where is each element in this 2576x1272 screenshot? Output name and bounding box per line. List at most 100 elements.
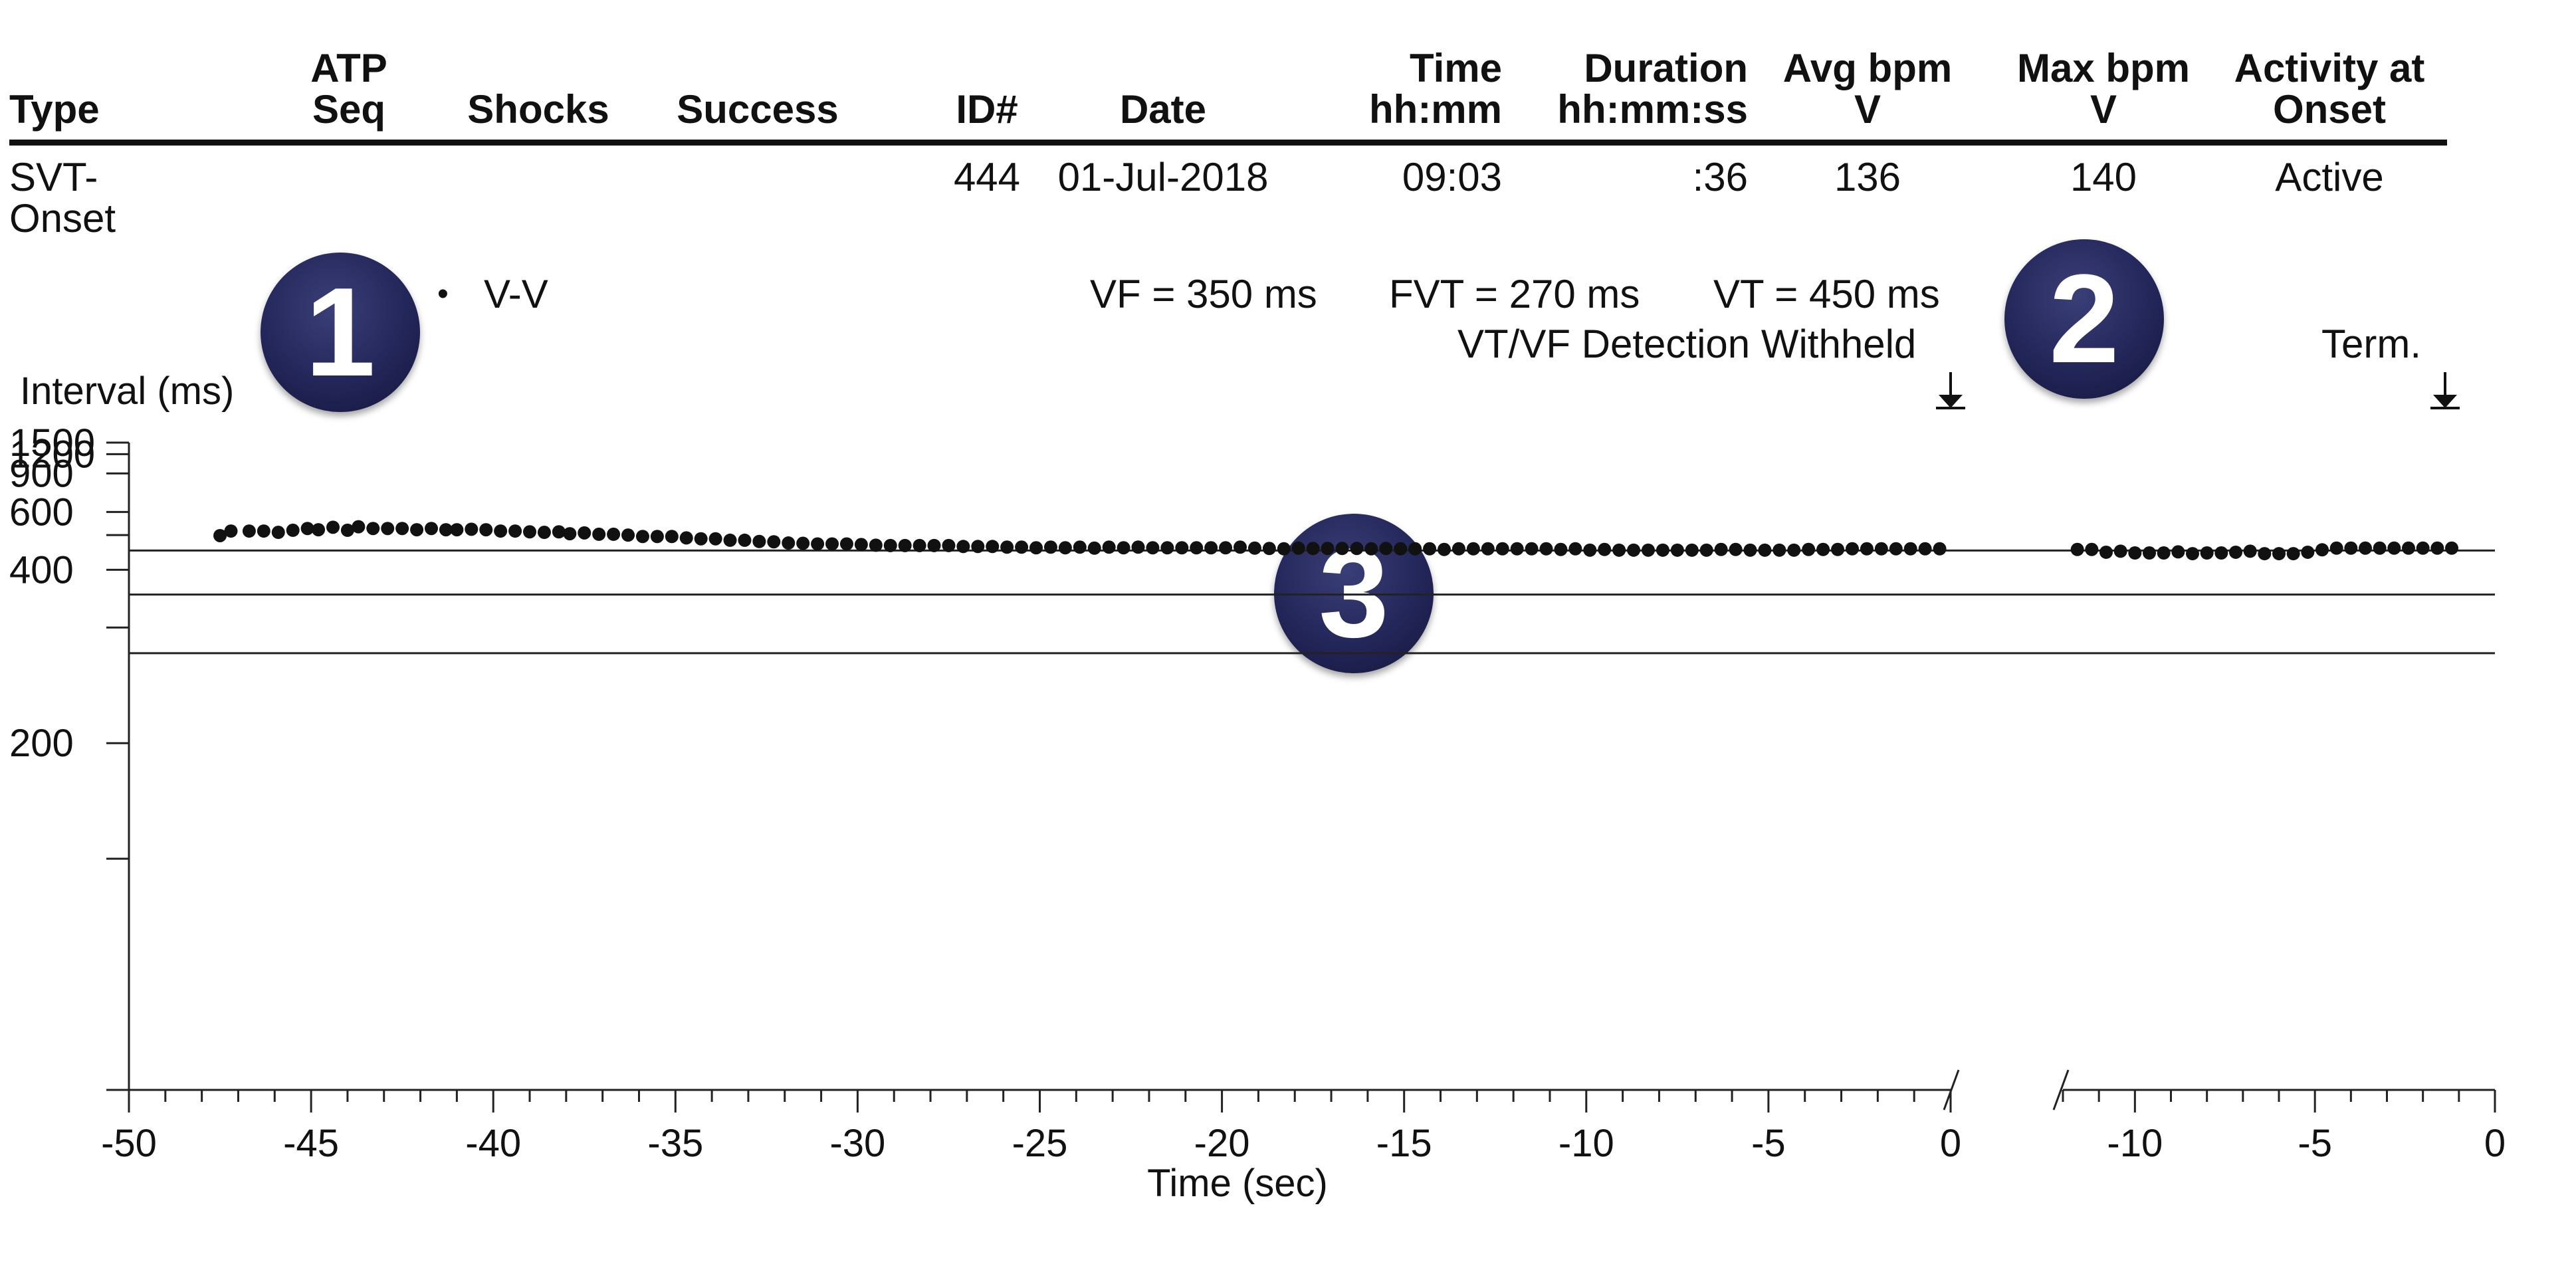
data-point [1029,541,1043,555]
data-point [839,537,853,551]
data-point [326,520,340,534]
data-point [1641,543,1655,557]
data-point [1204,541,1218,555]
column-header-line2: Type [9,87,100,132]
data-point [607,527,621,541]
data-point [1131,540,1145,554]
x-tick-label: -45 [283,1122,339,1165]
x-tick-label: -30 [829,1122,885,1165]
data-point [1670,543,1684,557]
y-tick-label: 200 [9,722,74,765]
data-point [1481,542,1495,556]
data-point [1451,542,1465,556]
cell-date: 01-Jul-2018 [1057,155,1269,199]
data-point [1583,543,1597,557]
y-tick-label: 900 [9,452,74,495]
data-point [1306,542,1320,556]
y-tick-label: 400 [9,548,74,591]
data-point [2070,542,2084,556]
data-point [1568,542,1582,556]
data-point [1321,542,1335,556]
data-point [2286,547,2300,561]
data-point [723,533,737,547]
data-point [1190,541,1204,555]
data-point [1379,542,1393,556]
data-point [825,537,839,551]
data-point [312,523,326,537]
x-axis-label: Time (sec) [1147,1162,1328,1205]
column-header-line2: Date [1119,87,1207,132]
data-point [1831,542,1845,556]
column-header-max: Max bpm V [1994,48,2213,130]
data-point [1772,543,1786,557]
legend-label: V-V [484,272,548,316]
data-point [2113,544,2127,558]
x-tick-label: -15 [1376,1122,1432,1165]
data-point [2171,545,2185,559]
data-point [552,525,566,539]
column-header-line1: Time [1410,46,1502,90]
data-point [1015,540,1029,554]
data-point [2200,546,2214,560]
data-point [224,524,238,538]
x-tick-label: -10 [1558,1122,1614,1165]
data-point [883,538,897,552]
data-point [2214,546,2228,560]
data-point [1000,540,1014,554]
data-point [2258,547,2272,561]
cell-activity: Active [2275,155,2384,199]
data-point [1598,542,1612,556]
data-point [854,538,868,552]
cell-duration: :36 [1692,155,1748,199]
data-point [410,523,424,537]
x-tick-label: -20 [1194,1122,1250,1165]
data-point [1874,542,1888,556]
data-point [450,523,464,537]
data-point [340,523,354,537]
column-header-activity: Activity at Onset [2213,48,2446,130]
data-point [286,523,300,537]
data-point [912,538,926,552]
data-point [1335,542,1349,556]
data-point [1743,543,1757,557]
data-point [1758,543,1772,557]
data-point [1729,542,1743,556]
data-point [1102,540,1116,554]
column-header-line2: Onset [2272,87,2387,132]
data-point [300,522,314,536]
data-point [2402,541,2415,555]
data-point [2143,546,2156,560]
badge-2: 2 [2004,239,2164,399]
column-header-atp: ATP Seq [279,48,419,130]
data-point [1714,542,1728,556]
column-header-line1: Max bpm [2016,46,2191,90]
data-point [2099,545,2113,559]
data-point [1277,542,1291,556]
data-point [1903,542,1917,556]
data-point [1087,541,1101,555]
data-point [2128,546,2142,560]
column-header-id: ID# [920,48,1053,130]
data-point [2315,543,2329,557]
header-rule [9,140,2447,146]
data-point [1117,541,1130,555]
y-tick-label: 1200 [9,433,95,476]
data-point [1466,542,1480,556]
data-point [1175,541,1189,555]
data-point [1291,541,1305,555]
vt-zone-label: VT = 450 ms [1713,272,1940,316]
cell-time: 09:03 [1402,155,1502,199]
data-point [650,530,664,544]
x-tick-label: -10 [2107,1122,2163,1165]
data-point [352,520,366,534]
data-point [738,533,752,547]
data-point [2272,547,2286,561]
data-point [2085,542,2099,556]
data-point [1554,542,1568,556]
data-point [1423,542,1437,556]
data-point [665,530,679,544]
x-tick-label: -35 [647,1122,703,1165]
data-point [1350,542,1364,556]
data-point [523,525,537,539]
